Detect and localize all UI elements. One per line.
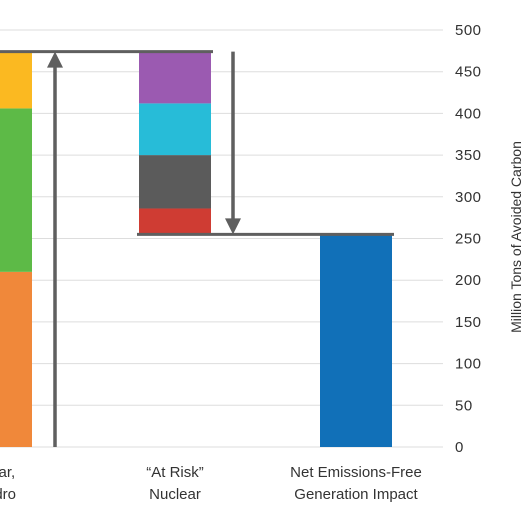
category-label-2-line-0: Net Emissions-Free — [290, 464, 422, 481]
y-tick-label: 500 — [455, 22, 482, 39]
y-tick-label: 50 — [455, 397, 473, 414]
bar-segment-0-2 — [0, 51, 32, 109]
y-tick-label: 150 — [455, 314, 482, 331]
y-tick-label: 350 — [455, 147, 482, 164]
category-label-2-line-1: Generation Impact — [294, 486, 418, 503]
bar-segment-2-0 — [320, 234, 392, 447]
y-axis-ticks: 0 50 100 150 200 250 300 350 400 450 500 — [455, 22, 482, 456]
bar-segment-1-3 — [139, 51, 211, 104]
arrows — [47, 51, 241, 447]
y-tick-label: 300 — [455, 189, 482, 206]
y-tick-label: 250 — [455, 231, 482, 248]
bar-segment-1-0 — [139, 208, 211, 235]
y-tick-label: 400 — [455, 105, 482, 122]
bar-segment-0-0 — [0, 271, 32, 447]
bars — [0, 51, 392, 447]
y-axis-title: Million Tons of Avoided Carbon — [508, 141, 524, 333]
arrow-up — [47, 51, 63, 447]
category-label-1-line-0: “At Risk” — [146, 464, 204, 481]
category-label-0-line-1: Hydro — [0, 486, 16, 503]
category-label-0-line-0: Solar, — [0, 464, 15, 481]
category-labels: Solar, Hydro “At Risk” Nuclear Net Emissions… — [0, 464, 422, 503]
y-tick-label: 450 — [455, 64, 482, 81]
bar-segment-1-2 — [139, 103, 211, 156]
reference-lines — [0, 50, 394, 236]
gridlines — [0, 29, 443, 448]
bar-segment-1-1 — [139, 155, 211, 209]
y-tick-label: 0 — [455, 439, 464, 456]
y-tick-label: 200 — [455, 272, 482, 289]
y-tick-label: 100 — [455, 356, 482, 373]
category-label-1-line-1: Nuclear — [149, 486, 201, 503]
bar-segment-0-1 — [0, 108, 32, 272]
arrow-down — [225, 51, 241, 235]
